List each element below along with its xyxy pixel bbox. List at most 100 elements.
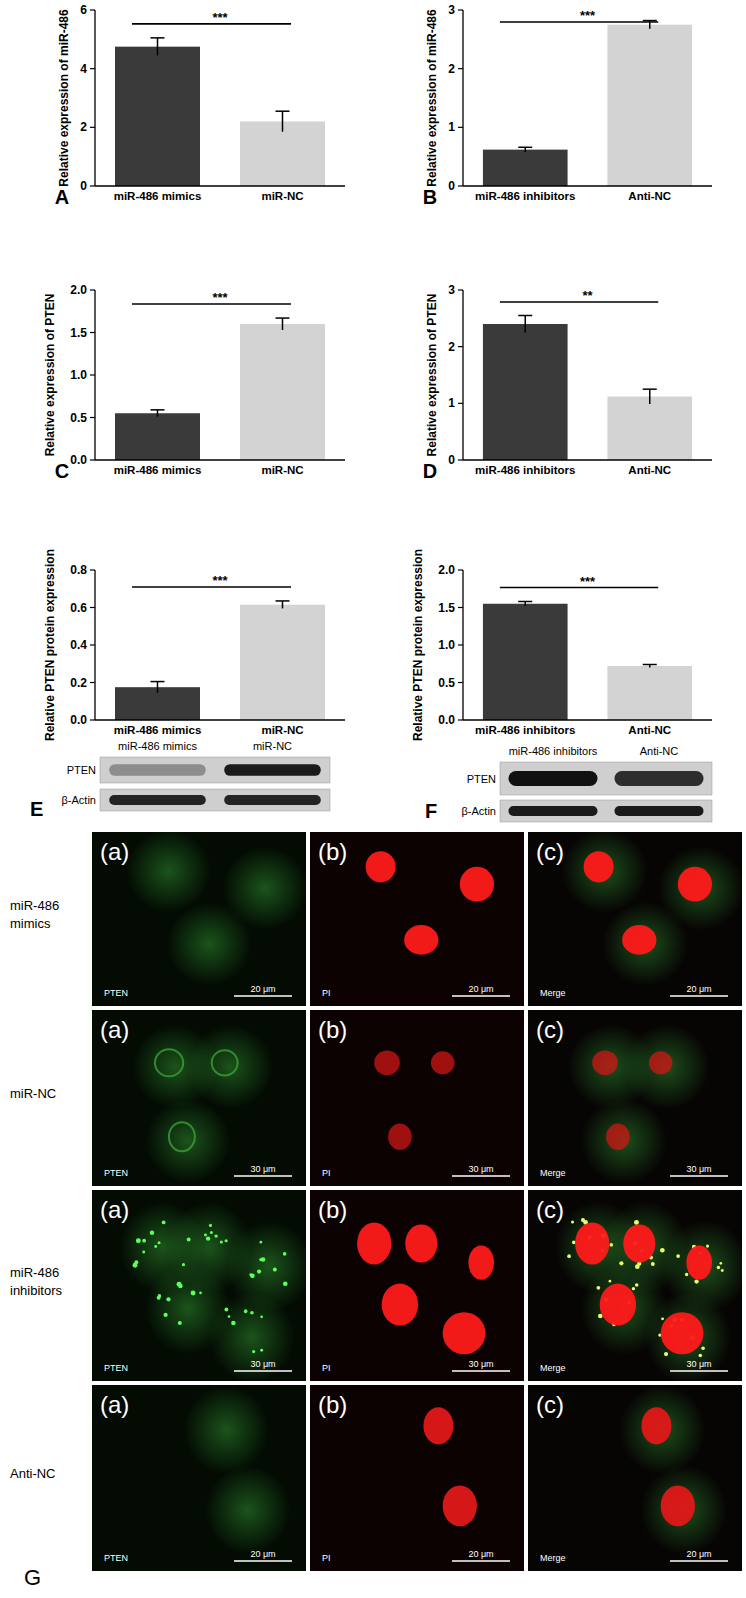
tick-label: 6	[80, 3, 87, 17]
scale-bar	[670, 995, 728, 997]
tick	[458, 607, 463, 608]
category-label: miR-486 mimics	[114, 464, 202, 476]
x-axis	[95, 185, 345, 186]
tick-label: 0.4	[70, 638, 87, 652]
tick-label: 1	[448, 120, 455, 134]
puncta	[187, 1238, 191, 1242]
tick-label: 1.5	[438, 601, 455, 615]
error-bar	[643, 389, 657, 404]
blot-strip	[500, 762, 712, 795]
marks	[115, 318, 325, 460]
tick-label: 3	[448, 3, 455, 17]
panel-label: D	[423, 460, 437, 482]
cells	[423, 1407, 477, 1526]
category-label: miR-486 mimics	[114, 724, 202, 736]
cells	[184, 1385, 291, 1554]
category-label: Anti-NC	[628, 464, 671, 476]
puncta	[719, 1262, 722, 1265]
nucleus	[460, 867, 494, 902]
puncta	[701, 1346, 705, 1350]
scale-label: 30 μm	[468, 1164, 493, 1174]
category-label: miR-NC	[261, 464, 303, 476]
puncta	[199, 1292, 202, 1295]
puncta	[250, 1273, 255, 1278]
blot-band	[224, 795, 321, 805]
scale-label: 20 μm	[250, 984, 275, 994]
scale-bar	[234, 1370, 292, 1372]
x-axis	[463, 719, 712, 720]
puncta	[706, 1245, 709, 1248]
y-axis	[462, 290, 463, 460]
nucleus	[649, 1051, 673, 1074]
image-row: miR-486mimics(a)PTEN20 μm(b)PI20 μm(c)Me…	[10, 829, 744, 1006]
micrograph: (b)PI20 μm	[310, 1385, 524, 1571]
bar	[607, 666, 692, 720]
nucleus	[374, 1050, 400, 1075]
row-label: miR-486	[10, 898, 59, 913]
lane-label: miR-486 mimics	[118, 740, 197, 752]
tick	[458, 9, 463, 10]
panel-letter: (c)	[536, 838, 564, 865]
tick	[458, 644, 463, 645]
puncta	[685, 1273, 688, 1276]
error-bar	[518, 316, 532, 333]
puncta	[259, 1258, 262, 1261]
tick-label: 0	[80, 179, 87, 193]
error-bar	[151, 38, 165, 56]
bar	[240, 605, 325, 720]
y-label: Relative expression of miR-486	[57, 9, 71, 187]
cells	[568, 1025, 709, 1183]
scale-bar	[234, 1175, 292, 1177]
tick	[458, 289, 463, 290]
category-label: miR-486 mimics	[114, 190, 202, 202]
nucleus	[388, 1124, 412, 1150]
panel-letter: (c)	[536, 1391, 564, 1418]
y-label: Relative expression of miR-486	[425, 9, 439, 187]
puncta	[596, 1286, 600, 1290]
row-label: miR-486	[10, 1265, 59, 1280]
tick	[458, 403, 463, 404]
nucleus	[443, 1485, 477, 1526]
puncta	[142, 1251, 145, 1254]
nucleus	[686, 1245, 712, 1279]
puncta	[632, 1287, 635, 1290]
micrograph-bg	[310, 1385, 524, 1571]
error-bar	[151, 410, 165, 417]
puncta	[283, 1281, 288, 1286]
error-bar	[276, 318, 290, 330]
scale-label: 20 μm	[686, 1549, 711, 1559]
category-label: miR-NC	[261, 724, 303, 736]
category-label: miR-486 inhibitors	[475, 464, 575, 476]
tick-label: 0.6	[70, 601, 87, 615]
error-cap	[276, 110, 290, 112]
stain-label: Merge	[540, 1168, 566, 1178]
cytoplasm	[581, 1098, 667, 1182]
micrograph-bg	[528, 1385, 742, 1571]
panel-label: B	[423, 186, 437, 208]
tick	[90, 332, 95, 333]
category-label: miR-NC	[261, 190, 303, 202]
blot-band	[508, 806, 597, 816]
nucleus	[431, 1051, 455, 1074]
puncta	[133, 1263, 138, 1268]
row-label: PTEN	[467, 773, 496, 785]
stain-label: Merge	[540, 1363, 566, 1373]
cytoplasm	[562, 832, 648, 913]
cytoplasm	[645, 1291, 731, 1381]
puncta	[571, 1221, 574, 1224]
stain-label: PTEN	[104, 1363, 128, 1373]
scale-bar	[670, 1370, 728, 1372]
tick	[90, 719, 95, 720]
cytoplasm	[184, 1385, 270, 1474]
tick-label: 0	[448, 453, 455, 467]
puncta	[567, 1254, 571, 1258]
figure: 0246miR-486 mimicsmiR-NCRelative express…	[0, 0, 746, 1598]
significance: ***	[580, 8, 596, 23]
puncta	[158, 1241, 161, 1244]
scale-bar	[452, 1560, 510, 1562]
x-axis	[95, 459, 345, 460]
scale-bar	[234, 1560, 292, 1562]
puncta	[260, 1315, 263, 1318]
puncta	[166, 1297, 170, 1301]
puncta	[142, 1239, 146, 1243]
